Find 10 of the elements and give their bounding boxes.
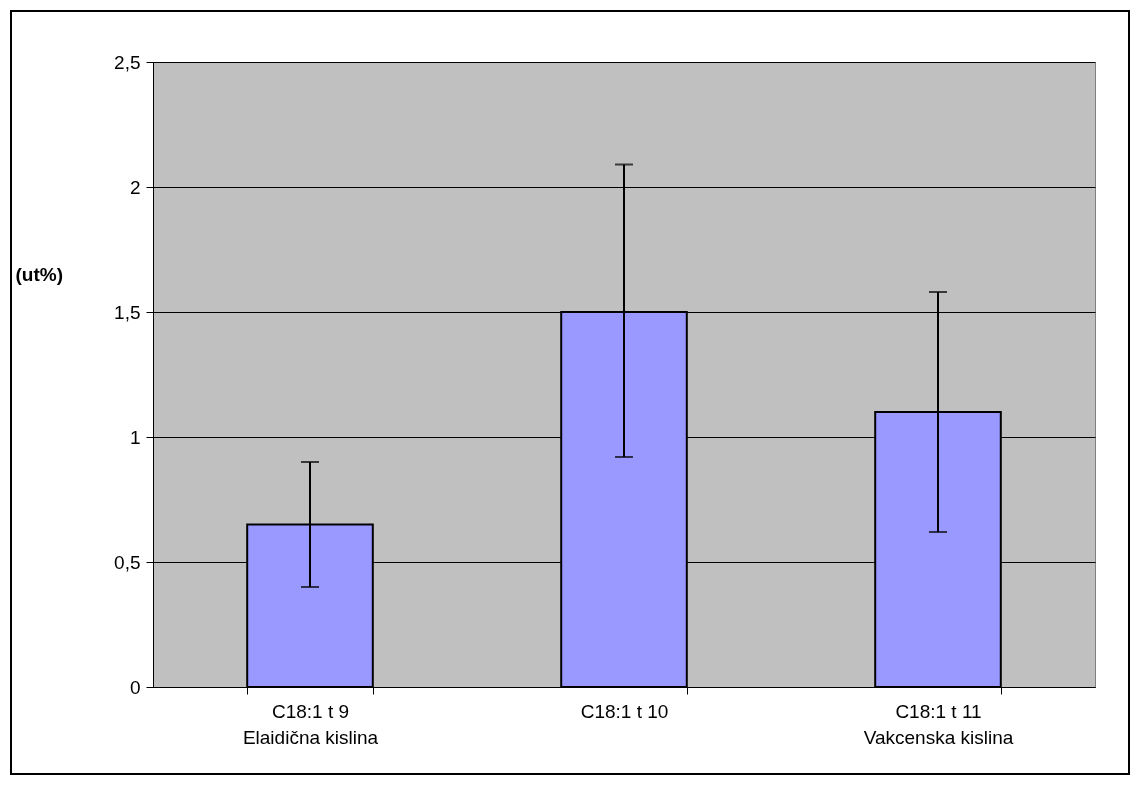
y-tick-label: 0	[129, 676, 141, 698]
x-tick-label: C18:1 t 11 Vakcenska kislina	[863, 700, 1014, 748]
y-tick-label: 1	[129, 426, 141, 448]
y-tick-label: 1,5	[114, 301, 141, 323]
y-axis-title: (ut%)	[15, 263, 63, 285]
x-tick-label: C18:1 t 10	[580, 700, 669, 722]
y-tick-label: 2,5	[114, 51, 141, 73]
y-tick-label: 2	[129, 176, 141, 198]
y-tick-label: 0,5	[114, 551, 141, 573]
x-tick-label: C18:1 t 9 Elaidična kislina	[242, 700, 379, 748]
